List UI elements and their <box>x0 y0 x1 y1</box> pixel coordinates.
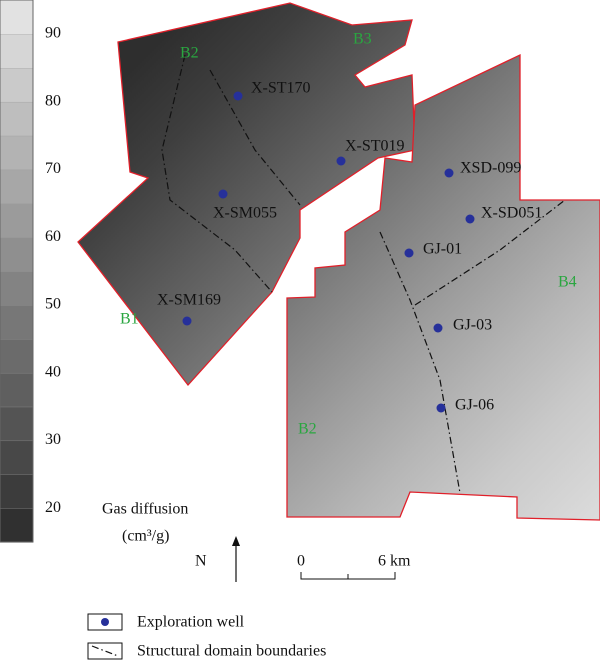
colorbar-tick-label: 80 <box>45 92 61 109</box>
domain-label: B2 <box>180 45 199 62</box>
colorbar-frame <box>0 0 34 543</box>
colorbar-tick-label: 90 <box>45 25 61 42</box>
well-label: XSD-099 <box>460 160 521 177</box>
colorbar-title: Gas diffusion <box>102 501 188 518</box>
boundary <box>209 69 301 206</box>
colorbar-band <box>0 338 34 374</box>
colorbar-tick-label: 50 <box>45 296 61 313</box>
well-label: X-SM169 <box>157 292 221 309</box>
well-label: GJ-03 <box>453 317 492 334</box>
colorbar-band <box>0 236 34 272</box>
well-label: X-ST019 <box>345 138 405 155</box>
colorbar: 90 80 70 60 50 40 30 20 <box>0 0 61 543</box>
colorbar-band <box>0 33 34 69</box>
legend-boundary-symbol <box>91 645 119 657</box>
colorbar-band <box>0 440 34 475</box>
well-marker <box>218 189 228 199</box>
domain-label: B3 <box>353 31 372 48</box>
well-label: GJ-06 <box>455 397 494 414</box>
well-label: X-ST170 <box>251 80 311 97</box>
legend-boundary-box <box>87 642 123 660</box>
colorbar-band <box>0 304 34 340</box>
colorbar-band <box>0 474 34 509</box>
well-label: X-SM055 <box>213 205 277 222</box>
colorbar-tick-label: 40 <box>45 363 61 380</box>
colorbar-tick-label: 20 <box>45 499 61 516</box>
colorbar-unit: (cm³/g) <box>122 528 169 545</box>
scale-start: 0 <box>297 553 305 570</box>
colorbar-band <box>0 0 34 35</box>
block-east <box>286 53 600 521</box>
legend-boundary: Structural domain boundaries <box>137 643 326 660</box>
colorbar-tick-label: 30 <box>45 431 61 448</box>
domain-label: B4 <box>558 274 577 291</box>
scale-bar <box>300 572 396 580</box>
boundary <box>414 199 566 306</box>
domain-label: B1 <box>120 311 139 328</box>
well-marker <box>233 91 243 101</box>
boundary <box>161 54 273 293</box>
legend-well: Exploration well <box>137 614 245 631</box>
north-label: N <box>195 553 207 570</box>
well-label: GJ-01 <box>423 241 462 258</box>
well-marker <box>336 156 346 166</box>
colorbar-band <box>0 270 34 306</box>
colorbar-tick-label: 60 <box>45 228 61 245</box>
colorbar-band <box>0 406 34 442</box>
colorbar-band <box>0 203 34 238</box>
well-marker <box>182 316 192 326</box>
domain-label: B2 <box>298 421 317 438</box>
scale-end: 6 km <box>378 553 411 570</box>
well-marker <box>465 214 475 224</box>
well-marker <box>444 168 454 178</box>
colorbar-tick-label: 70 <box>45 160 61 177</box>
well-marker <box>404 248 414 258</box>
wells: X-ST170 X-ST019 XSD-099 X-SM055 X-SD051 GJ-01… <box>157 80 542 414</box>
well-marker <box>436 403 446 413</box>
north-arrow-head <box>232 536 240 546</box>
boundary <box>379 231 461 494</box>
well-marker <box>433 323 443 333</box>
colorbar-band <box>0 135 34 171</box>
well-label: X-SD051 <box>481 205 542 222</box>
block-west <box>77 2 416 387</box>
colorbar-band <box>0 67 34 103</box>
legend-well-symbol <box>101 618 109 626</box>
colorbar-band <box>0 507 34 543</box>
colorbar-band <box>0 372 34 408</box>
colorbar-band <box>0 169 34 204</box>
colorbar-band <box>0 101 34 137</box>
